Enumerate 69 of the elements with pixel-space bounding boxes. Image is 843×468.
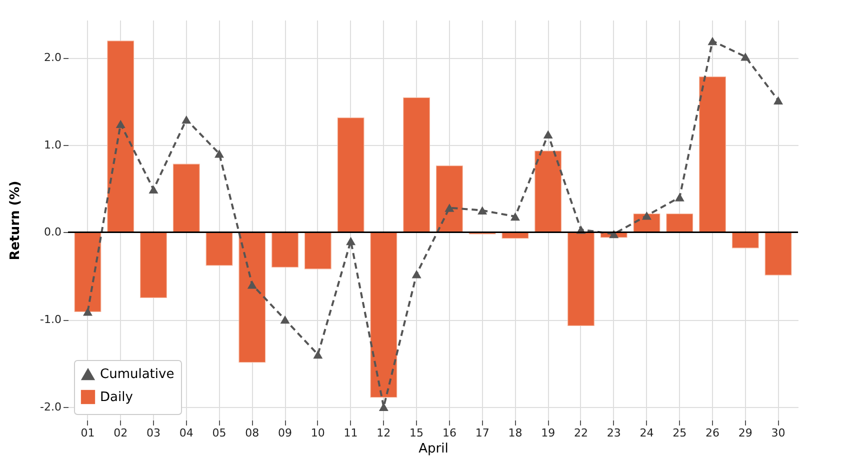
bar: [140, 232, 167, 298]
point: [182, 115, 192, 124]
point: [82, 308, 92, 316]
point: [148, 185, 158, 194]
x-tick-label: 18: [508, 426, 522, 440]
bar: [238, 232, 266, 363]
y-tick-label: 0.0: [44, 226, 62, 239]
bar: [272, 232, 298, 268]
x-tick-label: 09: [278, 426, 292, 440]
x-tick-label: 25: [672, 426, 687, 440]
x-tick-label: 30: [771, 426, 786, 440]
y-axis-title: Return (%): [8, 180, 24, 260]
x-tick-label: 17: [475, 426, 490, 440]
bar: [732, 232, 759, 248]
x-tick-label: 16: [442, 426, 456, 440]
bar: [534, 150, 562, 233]
x-tick-label: 11: [344, 426, 358, 440]
point: [774, 96, 784, 104]
point: [642, 212, 652, 220]
x-tick-label: 19: [541, 426, 556, 440]
x-tick-label: 29: [738, 426, 752, 440]
bar: [172, 164, 200, 233]
x-tick-label: 22: [574, 426, 588, 440]
legend-label: Cumulative: [100, 367, 174, 382]
point: [346, 236, 356, 246]
bar: [403, 97, 430, 233]
x-tick-label: 23: [606, 426, 621, 440]
bar: [107, 40, 134, 233]
point: [116, 120, 126, 128]
x-axis-title: April: [418, 442, 448, 456]
bar: [568, 232, 594, 326]
bar: [370, 232, 398, 398]
y-tick-label: 2.0: [44, 51, 62, 64]
x-tick-label: 24: [640, 426, 654, 440]
bar: [436, 166, 463, 233]
x-tick-label: 02: [114, 426, 128, 440]
x-tick-label: 04: [179, 426, 194, 440]
point: [214, 150, 224, 158]
bar: [337, 118, 364, 233]
x-tick-label: 01: [80, 426, 95, 440]
bar: [699, 76, 726, 233]
point: [378, 402, 388, 412]
point: [444, 204, 454, 212]
y-tick-label: -2.0: [40, 400, 62, 414]
x-tick-label: 15: [410, 426, 424, 440]
bar: [304, 232, 332, 270]
bar: [764, 232, 792, 276]
point: [510, 212, 520, 221]
point: [674, 193, 684, 202]
x-tick-label: 26: [706, 426, 720, 440]
legend-label: Daily: [100, 390, 134, 405]
point: [247, 280, 257, 289]
point: [478, 206, 488, 214]
point: [313, 350, 323, 359]
bar: [74, 232, 102, 312]
x-tick-label: 05: [212, 426, 226, 440]
x-tick-label: 10: [310, 426, 325, 440]
y-tick-label: -1.0: [40, 313, 62, 326]
x-tick-label: 08: [245, 426, 260, 440]
x-tick-label: 12: [376, 426, 391, 440]
point: [740, 52, 750, 61]
point: [708, 36, 718, 46]
x-tick-label: 03: [146, 426, 160, 440]
y-tick-label: 1.0: [44, 138, 62, 152]
point: [543, 130, 553, 139]
bar: [666, 214, 694, 233]
point: [412, 270, 422, 278]
point: [280, 315, 290, 324]
bar: [206, 232, 233, 266]
